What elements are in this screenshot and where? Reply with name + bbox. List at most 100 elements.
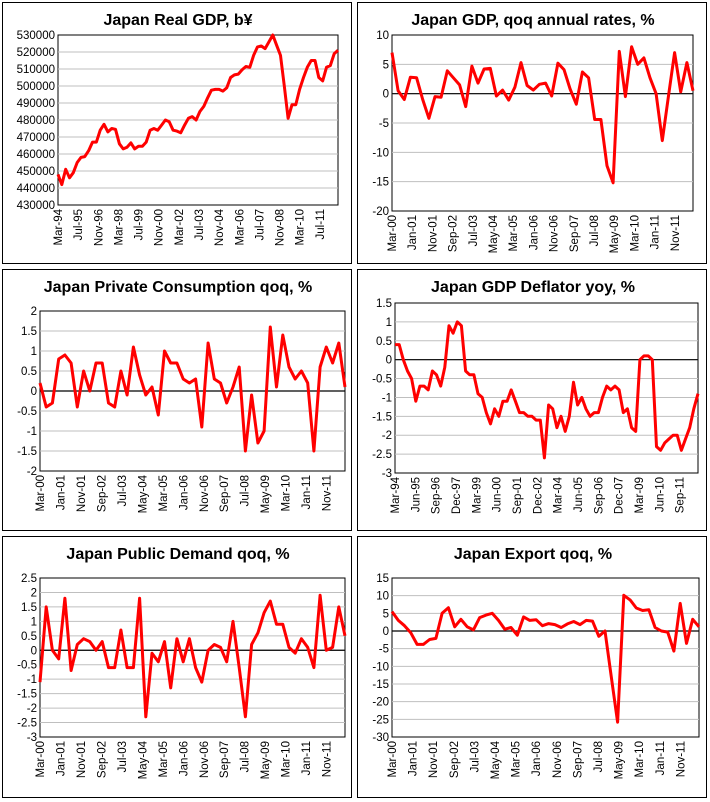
x-tick-label: Sep-02 [449,741,461,778]
x-tick-label: Jan-11 [655,741,667,775]
x-tick-label: May-09 [260,741,272,779]
y-tick-label: 1.5 [376,298,392,310]
y-tick-label: -2 [27,466,37,478]
x-tick-label: Mar-09 [634,477,646,513]
x-tick-label: Jul-03 [117,475,129,506]
y-tick-label: -20 [372,697,389,709]
y-tick-label: 440000 [17,183,55,195]
x-tick-label: Nov-04 [214,208,226,246]
y-tick-label: 530000 [17,30,55,42]
series-line [38,593,347,719]
x-tick-label: Jun-05 [573,477,585,512]
plot-area [391,577,700,738]
x-tick-label: Dec-02 [532,477,544,514]
x-tick-label: Mar-10 [281,741,293,777]
y-tick-label: 460000 [17,149,55,161]
y-tick-label: 0 [383,626,389,638]
chart-gdp-deflator: Japan GDP Deflator yoy, % -3 -2.5 -2 -1.5 -1 -… [372,279,700,514]
chart-export: Japan Export qoq, % -30 -25 -20 -15 -10 -5 0 5 10… [372,546,701,779]
series-line [390,45,695,185]
y-tick-label: 0 [386,355,392,367]
x-tick-label: May-09 [260,475,272,513]
x-tick-label: Sep-07 [569,215,581,252]
y-tick-label: -0.5 [17,406,37,418]
x-tick-label: Jul-08 [593,741,605,772]
chart-panel-real-gdp: Japan Real GDP, b¥ 430000 440000 450000 4600… [2,2,352,264]
y-tick-label: 520000 [17,47,55,59]
y-tick-label: -1 [27,426,37,438]
x-tick-label: Mar-00 [35,741,47,777]
x-tick-label: Sep-02 [96,475,108,512]
y-tick-label: -1 [382,392,392,404]
y-tick-label: 15 [376,573,389,585]
x-tick-label: Mar-94 [53,208,65,245]
x-tick-label: Mar-05 [511,741,523,777]
x-tick-label: Mar-05 [508,215,520,251]
x-tick-label: Nov-11 [322,475,334,511]
y-tick-label: -5 [379,644,389,656]
x-tick-label: Mar-06 [234,209,246,245]
x-tick-label: Nov-06 [552,741,564,778]
y-tick-label: -2 [382,430,392,442]
x-tick-label: Dec-07 [614,477,626,514]
x-tick-label: May-04 [137,474,149,513]
x-tick-label: Sep-07 [572,741,584,778]
x-tick-label: Nov-01 [428,741,440,778]
chart-panel-export: Japan Export qoq, % -30 -25 -20 -15 -10 -5 0 5 10… [357,536,707,798]
x-tick-label: May-04 [488,214,500,253]
x-tick-label: Nov-06 [199,741,211,778]
y-tick-label: 1.5 [21,602,37,614]
y-tick-label: 1.5 [21,326,37,338]
y-tick-label: -30 [372,732,389,744]
x-tick-label: Sep-07 [219,475,231,512]
y-tick-label: -1 [27,674,37,686]
y-tick-label: 2.5 [21,573,37,585]
y-tick-label: 0 [383,89,389,101]
x-tick-label: Sep-02 [448,215,460,252]
x-tick-label: Jul-07 [254,209,266,240]
x-tick-label: Mar-94 [390,476,402,513]
y-tick-label: 450000 [17,166,55,178]
y-tick-label: 1 [386,317,392,329]
y-tick-label: -25 [372,714,389,726]
x-tick-label: May-09 [614,741,626,779]
chart-panel-public-demand: Japan Public Demand qoq, % -3 -2.5 -2 -1.5 -1… [2,536,352,798]
x-tick-label: Jul-08 [240,475,252,506]
y-tick-label: -1.5 [17,446,37,458]
x-tick-label: Nov-96 [93,209,105,246]
y-tick-label: -1.5 [17,689,37,701]
y-tick-label: 0 [31,645,37,657]
x-tick-label: Mar-02 [174,209,186,245]
x-tick-label: Nov-06 [199,475,211,512]
y-tick-label: 10 [376,591,389,603]
y-tick-label: -2.5 [17,718,37,730]
y-tick-label: 1 [31,346,37,358]
x-tick-label: Mar-00 [35,475,47,511]
x-tick-label: Jan-01 [55,741,67,776]
x-tick-label: Mar-10 [295,209,307,245]
y-tick-label: 480000 [17,115,55,127]
x-tick-label: Jan-11 [301,475,313,509]
x-tick-label: Jun-95 [410,477,422,512]
chart-title: Japan Public Demand qoq, % [66,546,289,563]
x-tick-label: Jan-01 [55,475,67,510]
x-tick-label: Mar-05 [158,741,170,777]
x-tick-label: Nov-01 [427,215,439,252]
series-line [395,320,700,460]
y-tick-label: 430000 [17,200,55,212]
x-tick-label: Mar-00 [387,741,399,777]
x-tick-label: Mar-10 [281,475,293,511]
x-tick-label: Jul-08 [240,741,252,772]
x-tick-label: May-04 [137,740,149,779]
y-tick-label: 0 [31,386,37,398]
y-tick-label: -10 [372,147,389,159]
y-tick-label: 5 [383,59,389,71]
chart-panel-gdp-deflator: Japan GDP Deflator yoy, % -3 -2.5 -2 -1.5 -1 -… [357,269,707,531]
y-tick-label: 10 [376,30,389,42]
y-tick-label: 0.5 [21,366,37,378]
y-tick-label: 1 [31,616,37,628]
y-tick-label: -15 [372,177,389,189]
y-tick-label: 500000 [17,81,55,93]
y-tick-label: 510000 [17,64,55,76]
y-tick-label: -20 [372,206,389,218]
